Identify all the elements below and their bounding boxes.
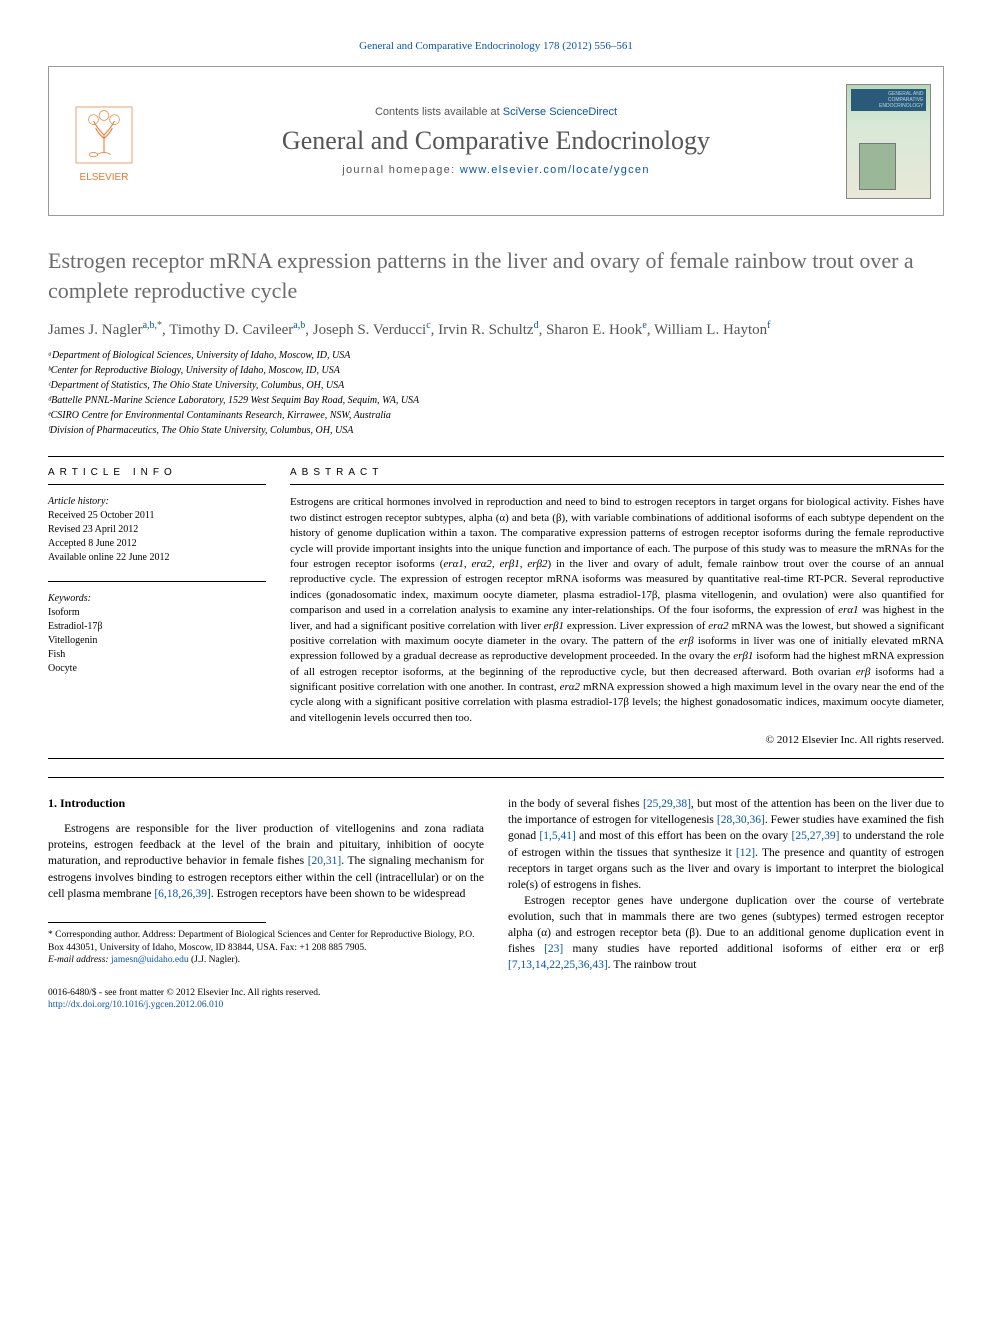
journal-cover-thumbnail: GENERAL AND COMPARATIVE ENDOCRINOLOGY — [833, 67, 943, 215]
affiliation: ᶠDivision of Pharmaceutics, The Ohio Sta… — [48, 424, 944, 438]
publisher-name: ELSEVIER — [80, 172, 129, 183]
affiliation: ᵃDepartment of Biological Sciences, Univ… — [48, 349, 944, 363]
keyword: Estradiol-17β — [48, 620, 266, 634]
contents-available-line: Contents lists available at SciVerse Sci… — [375, 106, 617, 118]
abstract-column: ABSTRACT Estrogens are critical hormones… — [290, 467, 944, 746]
body-paragraph: in the body of several fishes [25,29,38]… — [508, 796, 944, 893]
affiliation: ᵇCenter for Reproductive Biology, Univer… — [48, 364, 944, 378]
body-paragraph: Estrogens are responsible for the liver … — [48, 821, 484, 901]
article-title: Estrogen receptor mRNA expression patter… — [48, 246, 944, 305]
publisher-logo: ELSEVIER — [49, 67, 159, 215]
email-link[interactable]: jamesn@uidaho.edu — [111, 955, 189, 965]
journal-name: General and Comparative Endocrinology — [282, 126, 710, 156]
keyword: Vitellogenin — [48, 634, 266, 648]
article-info-column: ARTICLE INFO Article history: Received 2… — [48, 467, 266, 746]
section-divider — [48, 777, 944, 778]
keywords-block: Keywords: Isoform Estradiol-17β Vitellog… — [48, 592, 266, 676]
body-paragraph: Estrogen receptor genes have undergone d… — [508, 893, 944, 973]
keyword: Isoform — [48, 606, 266, 620]
body-left-column: 1. Introduction Estrogens are responsibl… — [48, 796, 484, 1012]
affiliation: ᵉCSIRO Centre for Environmental Contamin… — [48, 409, 944, 423]
abstract-text: Estrogens are critical hormones involved… — [290, 495, 944, 726]
page-root: General and Comparative Endocrinology 17… — [0, 0, 992, 1042]
affiliation: ᵈBattelle PNNL-Marine Science Laboratory… — [48, 394, 944, 408]
copyright-line: © 2012 Elsevier Inc. All rights reserved… — [290, 734, 944, 746]
keyword: Fish — [48, 648, 266, 662]
header-center: Contents lists available at SciVerse Sci… — [159, 67, 833, 215]
body-right-column: in the body of several fishes [25,29,38]… — [508, 796, 944, 1012]
doi-link[interactable]: http://dx.doi.org/10.1016/j.ygcen.2012.0… — [48, 999, 484, 1011]
journal-homepage-line: journal homepage: www.elsevier.com/locat… — [342, 164, 650, 176]
homepage-link[interactable]: www.elsevier.com/locate/ygcen — [460, 164, 650, 176]
corresponding-author-footnote: * Corresponding author. Address: Departm… — [48, 929, 484, 967]
author-list: James J. Naglera,b,*, Timothy D. Cavilee… — [48, 319, 944, 341]
body-columns: 1. Introduction Estrogens are responsibl… — [48, 796, 944, 1012]
affiliations-list: ᵃDepartment of Biological Sciences, Univ… — [48, 349, 944, 438]
divider — [48, 456, 944, 457]
citation-header: General and Comparative Endocrinology 17… — [48, 40, 944, 52]
sciencedirect-link[interactable]: SciVerse ScienceDirect — [503, 106, 617, 118]
footnote-divider — [48, 922, 266, 923]
introduction-heading: 1. Introduction — [48, 796, 484, 811]
abstract-heading: ABSTRACT — [290, 467, 944, 478]
footer-block: 0016-6480/$ - see front matter © 2012 El… — [48, 987, 484, 1012]
elsevier-tree-icon — [69, 100, 139, 170]
journal-header-box: ELSEVIER Contents lists available at Sci… — [48, 66, 944, 216]
keyword: Oocyte — [48, 662, 266, 676]
article-info-heading: ARTICLE INFO — [48, 467, 266, 478]
article-history: Article history: Received 25 October 201… — [48, 495, 266, 565]
info-abstract-row: ARTICLE INFO Article history: Received 2… — [48, 467, 944, 746]
affiliation: ᶜDepartment of Statistics, The Ohio Stat… — [48, 379, 944, 393]
